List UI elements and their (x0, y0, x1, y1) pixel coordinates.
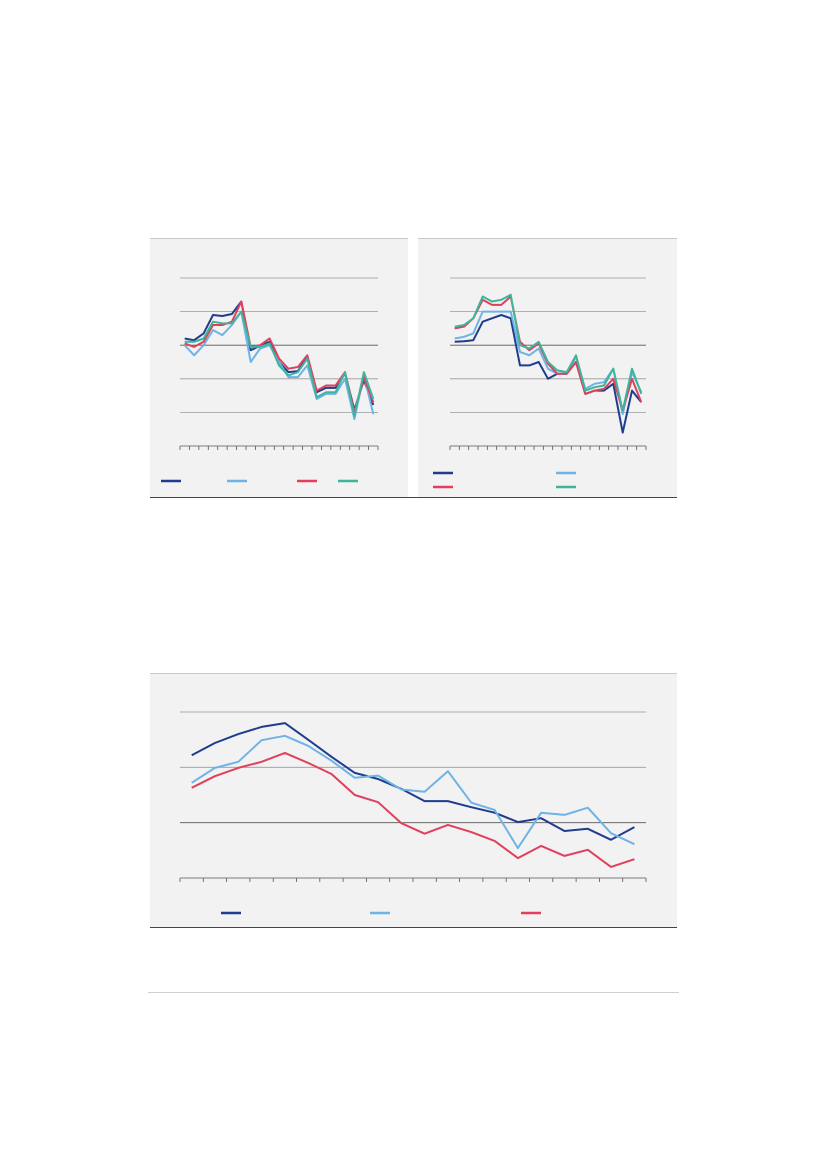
series-line (454, 293, 643, 412)
series-line (184, 310, 375, 417)
series-line (191, 734, 635, 850)
series-line (454, 314, 643, 434)
panel (150, 673, 677, 927)
series-line (454, 295, 643, 412)
series-line (191, 722, 635, 841)
series-line (191, 751, 635, 868)
series-line (183, 310, 375, 421)
panel (150, 238, 408, 498)
